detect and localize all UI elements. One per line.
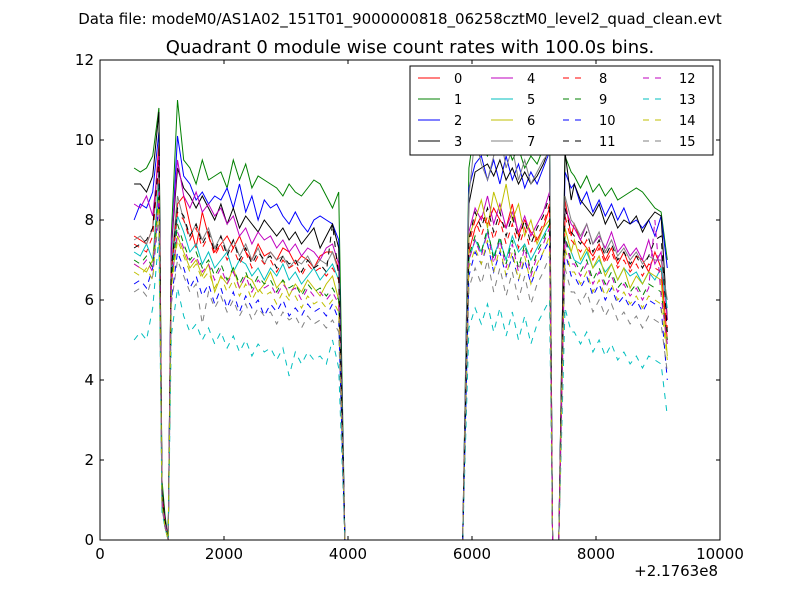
legend-label: 6 [527,114,535,129]
legend-label: 12 [679,72,696,87]
legend-label: 15 [679,135,696,150]
y-tick-label: 8 [84,211,94,229]
legend-label: 4 [527,72,535,87]
y-tick-label: 0 [84,531,94,549]
y-tick-label: 10 [75,131,94,149]
legend-label: 0 [454,72,462,87]
x-tick-label: 4000 [329,545,367,563]
legend-entry-5: 5 [491,93,535,108]
legend-label: 7 [527,135,535,150]
data-file-label: Data file: modeM0/AS1A02_151T01_90000008… [78,10,722,29]
legend-entry-12: 12 [643,72,696,87]
chart-title: Quadrant 0 module wise count rates with … [166,37,655,58]
legend-label: 9 [599,93,607,108]
legend-label: 1 [454,93,462,108]
x-tick-label: 10000 [696,545,744,563]
legend-entry-11: 11 [563,135,616,150]
legend-entry-14: 14 [643,114,696,129]
legend-entry-7: 7 [491,135,535,150]
legend-entry-3: 3 [418,135,462,150]
x-tick-label: 8000 [577,545,615,563]
x-tick-label: 0 [95,545,105,563]
legend-box [409,65,714,156]
legend-entry-9: 9 [563,93,607,108]
legend-entry-1: 1 [418,93,462,108]
legend-label: 2 [454,114,462,129]
x-tick-label: 2000 [205,545,243,563]
legend-entry-4: 4 [491,72,535,87]
legend-label: 3 [454,135,462,150]
legend-entry-15: 15 [643,135,696,150]
legend-label: 11 [599,135,616,150]
legend-label: 8 [599,72,607,87]
legend-entry-6: 6 [491,114,535,129]
legend-entry-0: 0 [418,72,462,87]
legend-entry-10: 10 [563,114,616,129]
legend-label: 5 [527,93,535,108]
legend-entry-13: 13 [643,93,696,108]
legend-entry-2: 2 [418,114,462,129]
y-tick-label: 4 [84,371,94,389]
y-tick-label: 6 [84,291,94,309]
legend-entry-8: 8 [563,72,607,87]
legend-label: 10 [599,114,616,129]
legend-label: 13 [679,93,696,108]
x-offset-label: +2.1763e8 [634,562,718,580]
legend-label: 14 [679,114,696,129]
y-tick-label: 2 [84,451,94,469]
x-tick-label: 6000 [453,545,491,563]
y-tick-label: 12 [75,51,94,69]
